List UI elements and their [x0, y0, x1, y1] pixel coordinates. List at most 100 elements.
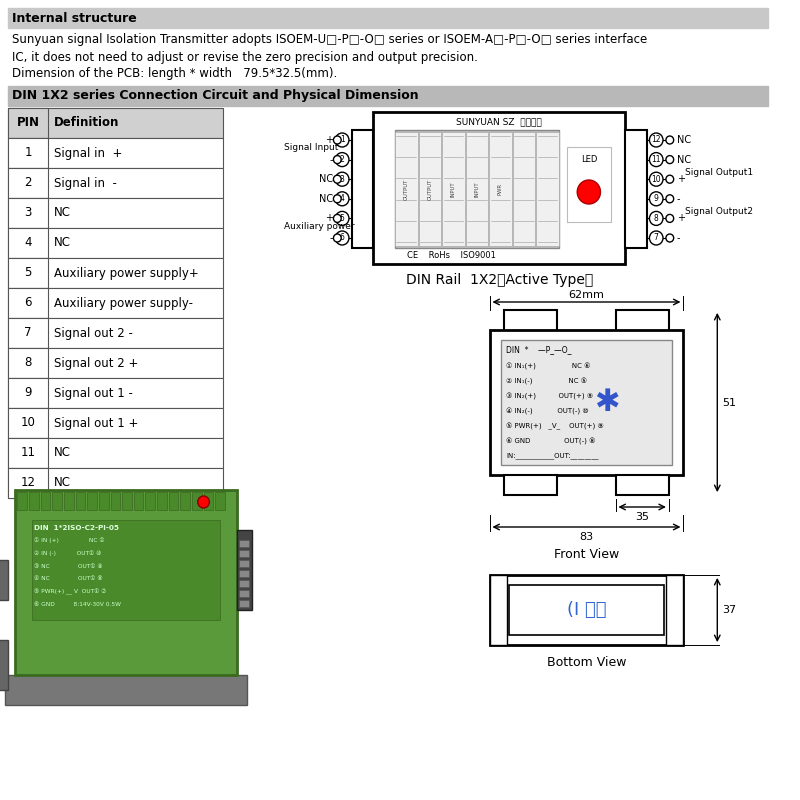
Text: 3: 3 [25, 206, 32, 219]
Circle shape [334, 214, 341, 222]
Bar [8, 228, 223, 258]
Circle shape [650, 192, 663, 206]
Bar [146, 492, 155, 510]
Bar [442, 132, 465, 246]
Bar [64, 492, 74, 510]
Bar [509, 585, 664, 635]
Text: Signal out 2 +: Signal out 2 + [54, 357, 138, 370]
Bar [8, 378, 49, 408]
Circle shape [650, 211, 663, 226]
Bar [615, 475, 669, 495]
Text: 83: 83 [579, 532, 594, 542]
Bar [8, 168, 49, 198]
Text: DIN Rail  1X2（Active Type）: DIN Rail 1X2（Active Type） [406, 273, 593, 287]
Circle shape [666, 136, 674, 144]
Text: NC: NC [319, 194, 334, 204]
Text: Signal in  +: Signal in + [54, 146, 122, 159]
Text: 12: 12 [651, 135, 661, 145]
Bar [122, 492, 132, 510]
Bar [32, 520, 220, 620]
Text: Signal out 2 -: Signal out 2 - [54, 326, 133, 339]
Bar [8, 258, 223, 288]
Bar [8, 438, 223, 468]
Circle shape [650, 172, 663, 186]
Text: 1: 1 [24, 146, 32, 159]
Text: IN:___________OUT:________: IN:___________OUT:________ [506, 453, 598, 459]
Bar [8, 258, 49, 288]
Text: ③ NC               OUT① ⑨: ③ NC OUT① ⑨ [34, 563, 102, 569]
Circle shape [666, 194, 674, 202]
Text: 8: 8 [654, 214, 658, 223]
Circle shape [334, 175, 341, 183]
Bar [626, 130, 646, 248]
Bar [394, 130, 559, 248]
Circle shape [334, 234, 341, 242]
Text: +: + [326, 214, 334, 223]
Circle shape [335, 172, 349, 186]
Circle shape [335, 133, 349, 147]
Text: PIN: PIN [17, 117, 40, 130]
Bar [215, 492, 225, 510]
Text: Dimension of the PCB: length * width   79.5*32.5(mm).: Dimension of the PCB: length * width 79.… [12, 67, 337, 81]
Bar [134, 492, 143, 510]
Text: 6: 6 [340, 234, 345, 242]
Bar [238, 530, 252, 610]
Bar [110, 492, 120, 510]
Text: Signal Input: Signal Input [284, 143, 338, 153]
Circle shape [650, 153, 663, 166]
Circle shape [666, 175, 674, 183]
Text: 2: 2 [340, 155, 345, 164]
Bar [239, 600, 249, 607]
Text: +: + [677, 214, 685, 223]
Bar [0, 560, 8, 600]
Text: 6: 6 [24, 297, 32, 310]
Text: DIN  *    —P_—O_: DIN * —P_—O_ [506, 346, 571, 354]
Circle shape [198, 496, 210, 508]
Bar [8, 348, 49, 378]
Circle shape [666, 155, 674, 164]
Circle shape [666, 234, 674, 242]
Text: 9: 9 [24, 386, 32, 399]
Text: +: + [326, 135, 334, 145]
Text: 5: 5 [25, 266, 32, 279]
Bar [203, 492, 214, 510]
Bar [76, 492, 86, 510]
Text: NC: NC [54, 446, 71, 459]
Text: ① IN (+)                NC ①: ① IN (+) NC ① [34, 538, 105, 542]
Bar [513, 132, 535, 246]
Bar [8, 86, 768, 106]
Text: 8: 8 [25, 357, 32, 370]
Bar [8, 138, 49, 168]
Bar [395, 132, 418, 246]
Text: INPUT: INPUT [474, 181, 479, 197]
Bar [8, 318, 49, 348]
Text: Bottom View: Bottom View [546, 657, 626, 670]
Text: 3: 3 [340, 174, 345, 184]
Bar [239, 570, 249, 577]
Text: Front View: Front View [554, 549, 619, 562]
Text: -: - [677, 233, 680, 243]
Bar [169, 492, 178, 510]
Text: Signal out 1 +: Signal out 1 + [54, 417, 138, 430]
Text: (Ⅰ 型）: (Ⅰ 型） [566, 601, 606, 619]
Bar [239, 590, 249, 597]
Bar [239, 560, 249, 567]
Bar [567, 147, 610, 222]
Circle shape [666, 214, 674, 222]
Bar [536, 132, 559, 246]
Bar [8, 408, 49, 438]
Bar [239, 540, 249, 547]
Text: 9: 9 [654, 194, 658, 203]
Text: Auxiliary power: Auxiliary power [284, 222, 354, 231]
Text: 7: 7 [24, 326, 32, 339]
Text: +: + [677, 174, 685, 184]
Text: 2: 2 [24, 177, 32, 190]
Bar [29, 492, 38, 510]
Text: Signal Output1: Signal Output1 [686, 168, 754, 178]
Bar [615, 310, 669, 332]
Text: -: - [330, 233, 334, 243]
Bar [8, 198, 223, 228]
Text: 4: 4 [24, 237, 32, 250]
Bar [8, 8, 768, 28]
Circle shape [650, 231, 663, 245]
